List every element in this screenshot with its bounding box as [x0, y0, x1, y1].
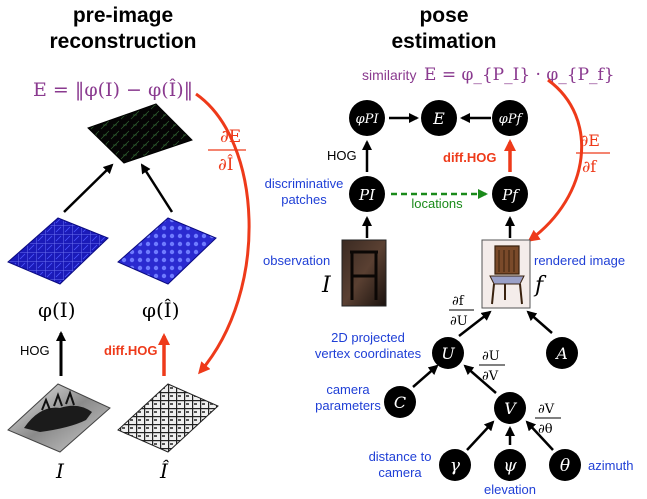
svg-text:V: V — [504, 399, 517, 418]
node-E: E — [421, 100, 457, 136]
reconstructed-image-Ihat — [117, 383, 219, 453]
similarity-word: similarity — [362, 67, 416, 83]
node-A: A — [546, 337, 578, 369]
node-PI: PI — [349, 176, 385, 212]
gradient-curve-right — [527, 78, 584, 242]
right-panel: pose estimation similarity E = φ_{P_I} ·… — [263, 4, 634, 497]
edge-C-to-U — [412, 364, 439, 388]
diffhog-edge-label-left: diff.HOG — [104, 343, 157, 358]
observation-label: observation — [263, 253, 330, 268]
svg-text:∂f: ∂f — [452, 294, 465, 309]
node-psi: ψ — [494, 449, 526, 481]
phi-I-label: φ(I) — [38, 298, 76, 322]
phi-Ihat-label: φ(Î) — [142, 298, 180, 322]
svg-text:∂V: ∂V — [538, 402, 555, 417]
svg-text:Pf: Pf — [501, 186, 520, 204]
image-I-label: I — [55, 459, 65, 483]
svg-text:A: A — [554, 344, 568, 363]
svg-text:U: U — [441, 344, 455, 363]
left-title-line1: pre-image — [73, 4, 173, 27]
hog-difference-map — [87, 103, 193, 164]
node-gamma: γ — [439, 449, 471, 481]
discriminative-patches-label-1: discriminative — [265, 176, 344, 191]
gradient-den-left: ∂Î — [218, 154, 234, 175]
node-U: U — [432, 337, 464, 369]
svg-text:ψ: ψ — [503, 456, 517, 476]
distance-to-camera-label-1: distance to — [369, 449, 432, 464]
left-panel: pre-image reconstruction E = ‖φ(I) − φ(Î… — [7, 4, 251, 483]
input-image-I — [7, 383, 111, 453]
left-title-line2: reconstruction — [49, 30, 196, 53]
energy-formula: E = ‖φ(I) − φ(Î)‖ — [33, 78, 193, 101]
gradient-curve-left — [195, 92, 251, 375]
edge-A-to-f — [526, 310, 553, 334]
elevation-label: elevation — [484, 482, 536, 497]
right-title-line2: estimation — [391, 30, 496, 53]
svg-text:E: E — [432, 109, 445, 128]
image-Ihat-label: Î — [159, 459, 170, 483]
hog-edge-label-left: HOG — [20, 343, 50, 358]
svg-text:PI: PI — [358, 186, 376, 204]
svg-text:∂U: ∂U — [482, 349, 500, 364]
right-title-line1: pose — [419, 4, 468, 27]
svg-text:∂U: ∂U — [450, 314, 468, 329]
df-dU-fraction: ∂f ∂U — [449, 294, 474, 329]
rendered-image-label: rendered image — [534, 253, 625, 268]
gradient-fraction-left: ∂E ∂Î — [208, 127, 246, 175]
observation-var: I — [321, 273, 332, 298]
locations-label: locations — [411, 196, 463, 211]
vertex-coords-label-2: vertex coordinates — [315, 346, 422, 361]
node-V: V — [494, 392, 526, 424]
gradient-den-right: ∂f — [582, 157, 597, 176]
edge-theta-to-V — [525, 420, 554, 451]
arrow-phiI-to-diff — [63, 163, 114, 213]
svg-text:∂θ: ∂θ — [538, 422, 553, 437]
camera-parameters-label-1: camera — [326, 382, 370, 397]
arrow-phiIhat-to-diff — [140, 163, 174, 213]
hog-edge-label-right: HOG — [327, 148, 357, 163]
discriminative-patches-label-2: patches — [281, 192, 327, 207]
rendered-image — [481, 239, 531, 309]
gradient-fraction-right: ∂E ∂f — [576, 131, 610, 176]
camera-parameters-label-2: parameters — [315, 398, 381, 413]
svg-text:C: C — [394, 393, 406, 412]
node-phi-Pf: φPf — [492, 100, 528, 136]
edge-gamma-to-V — [466, 420, 495, 451]
edge-U-to-f — [458, 310, 492, 337]
dV-dtheta-fraction: ∂V ∂θ — [535, 402, 561, 437]
vertex-coords-label-1: 2D projected — [331, 330, 405, 345]
azimuth-label: azimuth — [588, 458, 634, 473]
node-phi-PI: φPI — [349, 100, 385, 136]
node-C: C — [384, 386, 416, 418]
diffhog-edge-label-right: diff.HOG — [443, 150, 496, 165]
dU-dV-fraction: ∂U ∂V — [479, 349, 505, 384]
edge-V-to-U — [463, 364, 497, 394]
svg-text:∂V: ∂V — [482, 369, 499, 384]
hog-map-phi-I — [7, 217, 109, 285]
similarity-formula: E = φ_{P_I} · φ_{P_f} — [424, 65, 615, 85]
svg-text:θ: θ — [560, 456, 570, 476]
svg-text:φPf: φPf — [499, 112, 524, 127]
node-Pf: Pf — [492, 176, 528, 212]
svg-text:φPI: φPI — [356, 112, 380, 127]
observation-image — [341, 239, 387, 307]
rendered-var: f — [533, 273, 547, 298]
hog-map-phi-Ihat — [117, 217, 217, 285]
gradient-num-right: ∂E — [580, 131, 600, 150]
distance-to-camera-label-2: camera — [378, 465, 422, 480]
gradient-num-left: ∂E — [220, 127, 241, 147]
node-theta: θ — [549, 449, 581, 481]
svg-text:γ: γ — [450, 456, 461, 476]
